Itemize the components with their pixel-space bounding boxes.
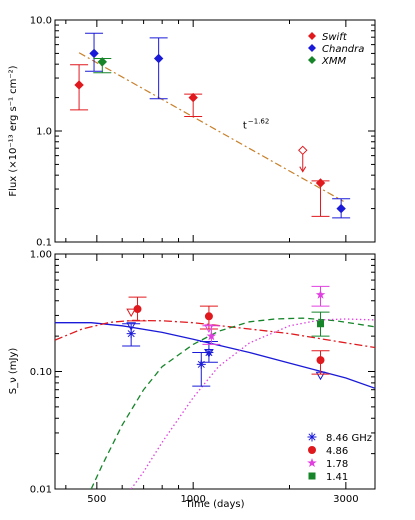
power-law-annotation: t: [243, 121, 247, 132]
data-point-swift: [188, 92, 198, 103]
upper-limit-1-78: [204, 324, 214, 333]
data-point-1-78: [315, 289, 326, 299]
legend-chandra-label: Chandra: [322, 44, 364, 55]
model-curve-3: [130, 318, 375, 489]
y-tick-label: 0.01: [30, 485, 52, 496]
data-point-8-46-ghz: [196, 359, 206, 369]
data-point-4-86: [316, 356, 325, 365]
legend-1p41-label: 1.41: [326, 472, 348, 483]
data-point-swift: [315, 178, 326, 188]
flux-panel: 0.11.010.0 Flux (×10⁻¹³ erg s⁻¹ cm⁻²) t …: [8, 16, 376, 249]
legend-marker: [308, 472, 316, 480]
legend-marker: [307, 432, 317, 442]
data-point-swift: [74, 80, 84, 90]
legend-xmm-marker: [308, 56, 316, 64]
legend-1p41-marker: [308, 472, 316, 480]
radio-panel: 500 1000 3000 0.01 0.10 1.00 S_ν (mJy) Time (…: [8, 250, 376, 510]
legend-xmm-label: XMM: [321, 56, 346, 67]
model-curve-1: [55, 319, 375, 349]
legend-marker: [307, 458, 317, 467]
x-tick-label: 3000: [333, 494, 358, 505]
data-point-1-41: [317, 320, 325, 328]
data-point-4-86: [204, 312, 213, 321]
legend-chandra-marker: [308, 44, 316, 52]
data-point-chandra: [89, 48, 99, 59]
legend-swift-label: Swift: [322, 32, 348, 43]
data-point-8-46-ghz-stroke: [205, 349, 213, 357]
data-point-chandra: [336, 203, 346, 214]
legend-8p46-label: 8.46 GHz: [326, 433, 372, 444]
flux-y-axis-label: Flux (×10⁻¹³ erg s⁻¹ cm⁻²): [8, 65, 19, 196]
legend-4p86-label: 4.86: [326, 446, 348, 457]
x-tick-label: 500: [87, 494, 106, 505]
power-law-exponent: −1.62: [248, 118, 269, 126]
upper-limit-arrowhead-swift: [299, 166, 307, 173]
legend-marker: [308, 446, 316, 454]
upper-limit-4-86: [126, 308, 137, 318]
legend-swift-marker: [308, 32, 316, 40]
radio-y-axis-label: S_ν (mJy): [8, 348, 19, 395]
data-point-1-78: [206, 331, 217, 341]
y-tick-label: 1.00: [30, 250, 52, 261]
flux-legend: Swift Chandra XMM: [308, 32, 364, 67]
radio-legend: 8.46 GHz 4.86 1.78 1.41: [307, 432, 372, 483]
legend-8p46-marker: [307, 432, 317, 442]
x-axis-label: Time (days): [184, 499, 244, 510]
power-law-fit-line: [78, 52, 344, 202]
legend-1p78-marker: [307, 458, 317, 467]
legend-marker-stroke: [308, 433, 316, 441]
legend-4p86-marker: [308, 446, 316, 454]
model-curve-2: [90, 317, 375, 489]
y-tick-label: 0.1: [36, 238, 52, 249]
x-tick-label: 1000: [180, 494, 205, 505]
y-tick-label: 10.0: [30, 16, 52, 27]
y-tick-label: 0.10: [30, 367, 52, 378]
data-point-8-46-ghz-stroke: [127, 330, 135, 338]
upper-limit-8-46-ghz: [204, 349, 214, 358]
data-point-chandra: [153, 53, 164, 64]
data-point-xmm: [97, 57, 108, 67]
upper-limit-swift: [298, 145, 308, 156]
y-tick-label: 1.0: [36, 127, 52, 138]
upper-limit-8-46-ghz: [126, 322, 137, 331]
legend-1p78-label: 1.78: [326, 459, 348, 470]
